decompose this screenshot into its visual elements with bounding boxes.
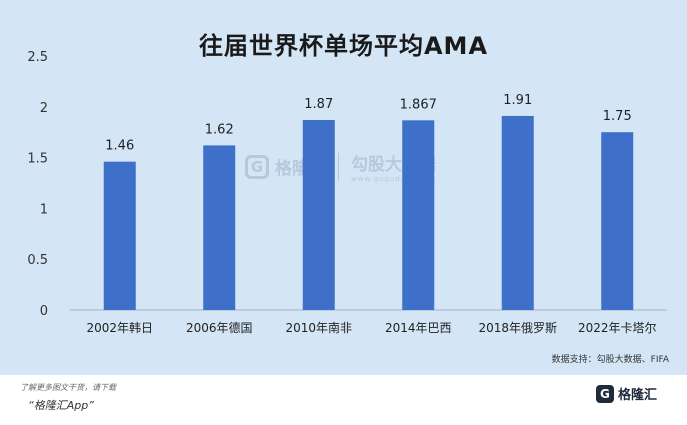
bar (203, 145, 236, 310)
bar-chart: 0 0.5 1 1.5 2 2.5 1.46 2002年韩日 1.62 2006年德国 1.87 20… (27, 50, 667, 335)
chart-title: 往届世界杯单场平均AMA (198, 32, 489, 60)
data-label: 1.867 (400, 97, 437, 112)
x-tick-label: 2010年南非 (285, 320, 352, 335)
data-label: 1.75 (603, 109, 632, 124)
data-label: 1.62 (205, 122, 234, 137)
bar (103, 161, 136, 310)
watermark-logo-icon: G (245, 154, 269, 179)
x-tick-label: 2002年韩日 (86, 320, 153, 335)
x-tick-label: 2018年俄罗斯 (478, 321, 557, 335)
bar (601, 132, 634, 310)
y-tick-label: 1.5 (27, 152, 48, 167)
data-label: 1.87 (304, 97, 333, 112)
bar (302, 120, 335, 311)
watermark-url: www.gogudata.com (351, 175, 437, 183)
source-text: 数据支持：勾股大数据、FIFA (551, 355, 669, 365)
footer-logo-icon: G (595, 384, 614, 403)
footer-logo-name: 格隆汇 (617, 388, 657, 403)
x-tick-label: 2022年卡塔尔 (578, 320, 657, 335)
data-label: 1.91 (503, 93, 532, 108)
bar (501, 115, 534, 310)
y-tick-label: 1 (40, 202, 48, 217)
x-tick-label: 2014年巴西 (385, 321, 452, 335)
footer-note: 了解更多图文干货，请下载 (20, 383, 116, 392)
footer-logo: G 格隆汇 (595, 384, 657, 403)
y-tick-label: 2 (40, 101, 48, 116)
x-tick-label: 2006年德国 (186, 320, 253, 335)
data-label: 1.46 (105, 139, 134, 154)
y-tick-label: 0.5 (27, 253, 48, 268)
watermark-separator (338, 152, 339, 181)
footer-app-name[interactable]: “格隆汇App” (28, 399, 94, 412)
y-tick-label: 0 (40, 304, 48, 319)
y-tick-label: 2.5 (27, 50, 48, 65)
bar (402, 120, 435, 310)
